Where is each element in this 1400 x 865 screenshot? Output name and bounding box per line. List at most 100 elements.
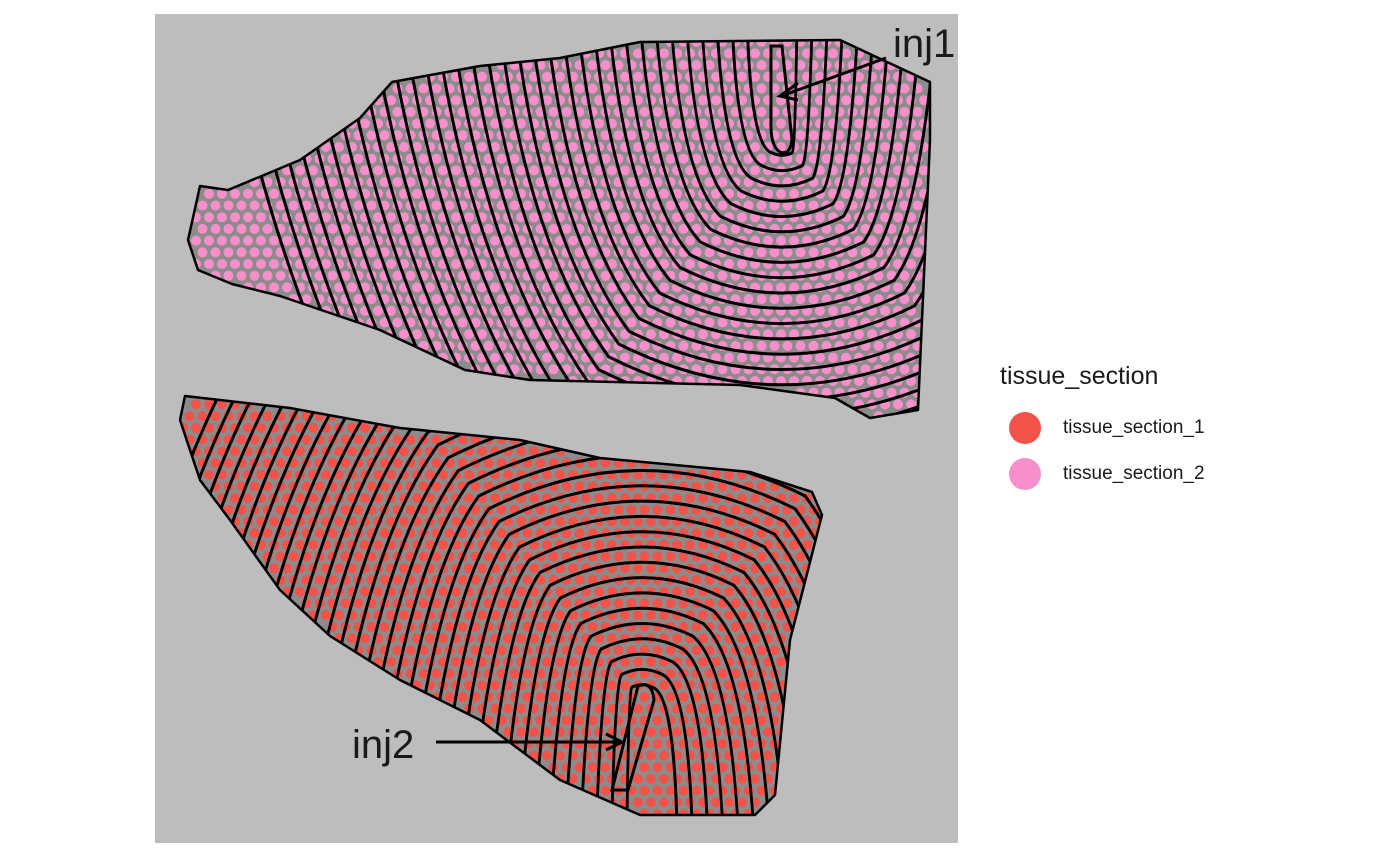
- spot: [600, 598, 611, 609]
- spot: [620, 656, 630, 667]
- spot: [678, 223, 689, 234]
- spot: [763, 586, 773, 597]
- spot: [912, 130, 923, 141]
- spot: [399, 516, 409, 527]
- spot: [282, 516, 292, 527]
- spot: [249, 270, 260, 281]
- spot: [704, 762, 715, 773]
- spot: [893, 259, 903, 269]
- spot: [828, 95, 838, 106]
- spot: [782, 270, 793, 281]
- spot: [743, 247, 754, 258]
- spot: [483, 83, 494, 94]
- spot: [730, 574, 741, 585]
- spot: [899, 317, 910, 328]
- spot: [522, 668, 533, 679]
- spot: [340, 598, 351, 609]
- spot: [464, 656, 474, 667]
- spot: [295, 446, 305, 457]
- spot: [828, 305, 838, 316]
- spot: [548, 106, 559, 117]
- spot: [438, 118, 448, 129]
- spot: [405, 504, 416, 515]
- spot: [795, 106, 806, 117]
- spot: [568, 563, 578, 574]
- spot: [607, 493, 617, 503]
- spot: [685, 727, 695, 737]
- spot: [789, 539, 799, 550]
- spot: [665, 785, 676, 796]
- spot: [756, 481, 767, 492]
- spot: [529, 212, 539, 223]
- spot: [691, 528, 702, 539]
- spot: [535, 177, 546, 188]
- spot: [776, 235, 786, 246]
- distance-contour: [599, 40, 930, 295]
- spot: [717, 130, 728, 141]
- spot: [730, 598, 741, 609]
- spot: [828, 259, 838, 269]
- spot: [535, 130, 546, 141]
- spot: [678, 762, 689, 773]
- spot: [243, 212, 253, 223]
- spot: [386, 656, 396, 667]
- spot: [451, 95, 461, 106]
- spot: [587, 715, 598, 726]
- legend: tissue_section tissue_section_1 tissue_s…: [1000, 362, 1205, 497]
- spot: [496, 598, 507, 609]
- spot: [464, 493, 474, 503]
- spot: [516, 118, 526, 129]
- spot: [587, 621, 598, 632]
- spot: [899, 364, 910, 375]
- spot: [834, 270, 845, 281]
- spot: [568, 142, 578, 152]
- spot: [399, 446, 409, 457]
- spot: [704, 247, 715, 258]
- spot: [789, 282, 799, 293]
- spot: [529, 329, 539, 340]
- spot: [867, 259, 877, 269]
- spot: [477, 329, 487, 340]
- spot: [464, 469, 474, 480]
- spot: [288, 504, 299, 515]
- spot: [646, 727, 656, 737]
- spot: [470, 177, 481, 188]
- spot: [438, 469, 448, 480]
- spot: [353, 551, 364, 562]
- spot: [886, 177, 897, 188]
- spot: [470, 270, 481, 281]
- spot: [626, 106, 637, 117]
- spot: [574, 481, 585, 492]
- spot: [334, 188, 344, 199]
- spot: [522, 481, 533, 492]
- spot: [236, 434, 247, 445]
- spot: [548, 621, 559, 632]
- spot: [230, 493, 240, 503]
- spot: [568, 305, 578, 316]
- distance-contour: [606, 667, 695, 815]
- spot: [646, 563, 656, 574]
- spot: [340, 457, 351, 468]
- spot: [191, 235, 201, 246]
- spot: [782, 598, 793, 609]
- spot: [373, 165, 383, 176]
- spot: [854, 71, 864, 82]
- spot: [360, 422, 370, 433]
- spot: [412, 563, 422, 574]
- distance-contour: [713, 40, 835, 188]
- spot: [652, 738, 663, 749]
- spot: [516, 703, 526, 714]
- spot: [776, 610, 786, 620]
- spot: [600, 785, 611, 796]
- spot: [704, 668, 715, 679]
- spot: [509, 668, 520, 679]
- spot: [288, 200, 299, 211]
- spot: [529, 95, 539, 106]
- spot: [873, 387, 884, 398]
- spot: [275, 504, 286, 515]
- spot: [587, 83, 598, 94]
- spot: [542, 750, 552, 761]
- spot: [626, 130, 637, 141]
- spot: [763, 188, 773, 199]
- spot: [392, 434, 403, 445]
